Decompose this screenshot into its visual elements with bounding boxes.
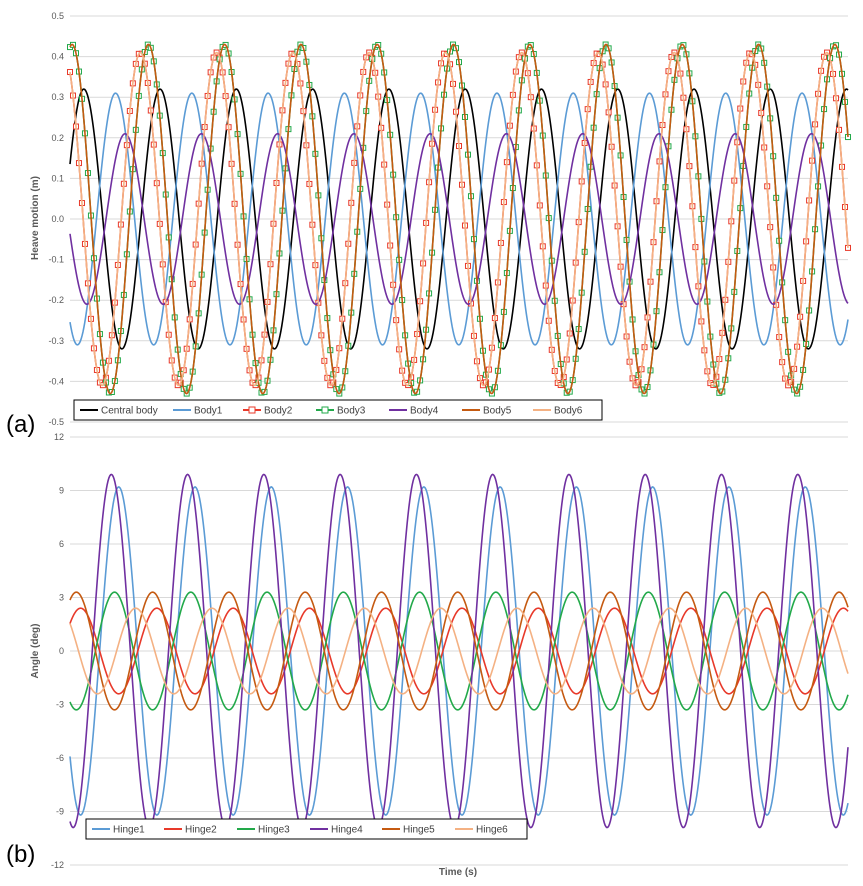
- legend-label: Body1: [194, 406, 223, 417]
- legend-label: Body3: [337, 406, 366, 417]
- y-tick-label: 6: [59, 539, 64, 549]
- y-tick-label: -0.1: [48, 255, 64, 265]
- panel-label-a: (a): [6, 411, 35, 438]
- y-tick-label: 0.1: [51, 173, 64, 183]
- y-tick-label: 12: [54, 432, 64, 442]
- legend-label: Central body: [101, 406, 158, 417]
- y-tick-label: -6: [56, 753, 64, 763]
- y-tick-label: 0: [59, 646, 64, 656]
- legend-label: Hinge1: [113, 825, 145, 836]
- series-line-body6: [69, 51, 849, 387]
- y-tick-label: 0.5: [51, 11, 64, 21]
- legend-marker: [321, 406, 329, 414]
- y-tick-label: 0.4: [51, 52, 64, 62]
- y-tick-label: -3: [56, 700, 64, 710]
- legend-label: Body2: [264, 406, 293, 417]
- series-line-hinge4: [69, 473, 849, 829]
- series-line-hinge5: [69, 591, 849, 711]
- y-tick-label: 9: [59, 486, 64, 496]
- y-tick-label: 3: [59, 593, 64, 603]
- series-line-central-body: [69, 88, 849, 350]
- y-tick-label: -0.3: [48, 336, 64, 346]
- legend-label: Hinge6: [476, 825, 508, 836]
- y-tick-label: 0.2: [51, 133, 64, 143]
- y-axis-label-angle: Angle (deg): [30, 624, 41, 679]
- panel-a-heave-chart: 0.5 0.4 0.3 0.2 0.1 0.0 -0.1 -0.2 -0.3 -0.4 -0.5 H…: [6, 11, 851, 438]
- legend-b-box: [85, 818, 528, 840]
- y-axis-label-heave: Heave motion (m): [30, 176, 41, 260]
- panel-b-angle-chart: 12 9 6 3 0 -3 -6 -9 -12 Angle (deg) Time (s) (b)…: [6, 432, 849, 878]
- y-tick-label: 0.0: [51, 214, 64, 224]
- y-tick-label: -0.2: [48, 295, 64, 305]
- legend-label: Body6: [554, 406, 583, 417]
- y-tick-label: -0.4: [48, 376, 64, 386]
- series-line-body4: [69, 132, 849, 306]
- series-line-hinge1: [69, 486, 849, 816]
- legend-a-box: [73, 399, 603, 421]
- legend-label: Body4: [410, 406, 439, 417]
- y-tick-label: -0.5: [48, 417, 64, 427]
- series-line-body1: [69, 92, 849, 346]
- y-tick-label: -12: [51, 860, 64, 870]
- series-line-body5: [69, 43, 849, 395]
- legend-a: Central body Body1 Body2 Body3 Body4 Body5 Bod…: [73, 399, 603, 421]
- x-axis-label-time: Time (s): [439, 867, 477, 878]
- panel-label-b: (b): [6, 841, 35, 868]
- legend-label: Hinge3: [258, 825, 290, 836]
- y-tick-label: 0.3: [51, 92, 64, 102]
- series-line-hinge6: [69, 607, 849, 695]
- legend-b: Hinge1 Hinge2 Hinge3 Hinge4 Hinge5 Hinge6: [85, 818, 528, 840]
- y-tick-label: -9: [56, 807, 64, 817]
- series-line-hinge3: [69, 591, 849, 711]
- legend-label: Hinge2: [185, 825, 217, 836]
- legend-label: Body5: [483, 406, 512, 417]
- legend-label: Hinge5: [403, 825, 435, 836]
- legend-marker: [248, 406, 256, 414]
- legend-label: Hinge4: [331, 825, 363, 836]
